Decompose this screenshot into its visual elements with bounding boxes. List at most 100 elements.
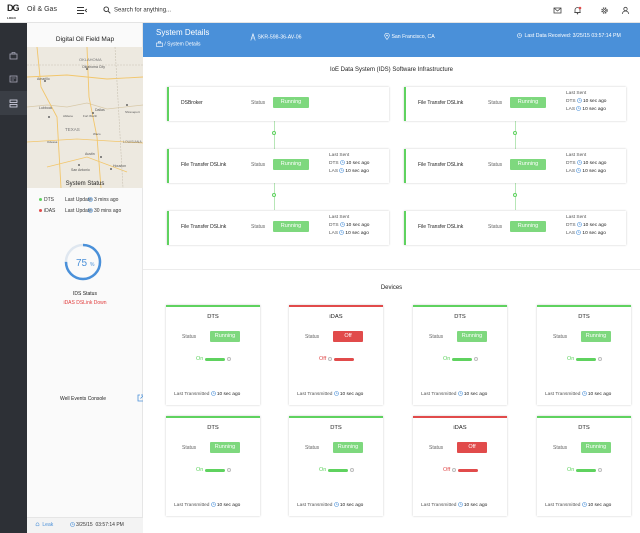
- status-label: Status: [488, 100, 503, 106]
- feed-time: 10 sec ago: [582, 107, 606, 112]
- power-toggle[interactable]: On: [196, 356, 232, 362]
- map-label: TEXAS: [65, 127, 80, 132]
- device-card[interactable]: DTS Status Running On Last Transmitted 10 se…: [289, 416, 383, 516]
- device-name: iDAS: [453, 425, 467, 431]
- last-transmitted-label: Last Transmitted: [297, 391, 333, 397]
- device-card[interactable]: DTS Status Running On Last Transmitted 10 se…: [537, 416, 631, 516]
- last-transmitted-label: Last Transmitted: [545, 502, 581, 508]
- user-profile-icon[interactable]: [621, 6, 630, 15]
- leak-indicator[interactable]: Leak: [35, 522, 53, 528]
- feed-name: LAS: [566, 169, 576, 174]
- app-logo[interactable]: DG LOGO: [7, 3, 19, 21]
- device-name: iDAS: [329, 314, 343, 320]
- bell-icon: [35, 522, 40, 527]
- system-status-title: System Status: [65, 181, 105, 187]
- last-transmitted-value: 10 sec ago: [216, 502, 241, 508]
- feed-time: 10 sec ago: [345, 231, 369, 236]
- last-received-value: 3/25/15 03:57:14 PM: [572, 33, 621, 39]
- power-toggle[interactable]: On: [567, 467, 603, 473]
- feed-name: LAS: [329, 231, 339, 236]
- search-icon: [103, 6, 111, 14]
- power-toggle[interactable]: On: [567, 356, 603, 362]
- connector-node: [272, 131, 276, 135]
- status-label: Status: [251, 100, 266, 106]
- left-panel: Digital Oil Field Map OKLAHOMA Oklahoma …: [27, 23, 145, 533]
- last-received-label: Last Data Received:: [524, 33, 572, 39]
- status-badge: Off: [333, 331, 363, 342]
- map-label: Fort Worth: [83, 114, 97, 118]
- ids-card-file-transfer[interactable]: File Transfer DSLink Status Running Last…: [404, 149, 626, 183]
- breadcrumb[interactable]: / System Details: [156, 41, 201, 47]
- ids-card-file-transfer[interactable]: File Transfer DSLink Status Running Last…: [404, 87, 626, 121]
- last-sent: Last Sent DTS 10 sec ago LAS 10 sec ago: [566, 152, 606, 176]
- clock-icon: [517, 33, 522, 38]
- status-label: Status: [305, 334, 320, 340]
- oil-field-map[interactable]: OKLAHOMA Oklahoma City Amarillo Lubbock …: [27, 47, 143, 188]
- last-transmitted-value: 10 sec ago: [587, 391, 612, 397]
- status-label: Status: [553, 334, 568, 340]
- side-nav: [0, 23, 27, 533]
- status-label: Status: [251, 224, 266, 230]
- status-badge: Running: [210, 331, 240, 342]
- left-footer: Leak 3/25/15 03:57:14 PM: [27, 517, 143, 533]
- status-value: 30 mins ago: [94, 208, 122, 214]
- top-bar: DG LOGO Oil & Gas Search for anything...: [0, 0, 640, 23]
- device-card[interactable]: DTS Status Running On Last Transmitted 10 se…: [166, 416, 260, 516]
- feed-time: 10 sec ago: [345, 161, 370, 166]
- last-transmitted-value: 10 sec ago: [463, 502, 488, 508]
- ids-card-file-transfer[interactable]: File Transfer DSLink Status Running Last…: [167, 211, 389, 245]
- toggle-label: On: [196, 356, 204, 362]
- status-label: Last Update: [65, 197, 92, 203]
- feed-time: 10 sec ago: [582, 99, 607, 104]
- nav-item-dashboard[interactable]: [0, 43, 27, 67]
- device-name: DTS: [578, 425, 590, 431]
- device-card[interactable]: DTS Status Running On Last Transmitted 10 se…: [413, 305, 507, 405]
- nav-item-reports[interactable]: [0, 67, 27, 91]
- ids-card-file-transfer[interactable]: File Transfer DSLink Status Running Last…: [167, 149, 389, 183]
- notification-bell-icon[interactable]: [573, 6, 582, 15]
- feed-name: DTS: [566, 99, 576, 104]
- mail-icon[interactable]: [553, 6, 562, 15]
- menu-collapse-icon[interactable]: [77, 7, 87, 14]
- status-badge: Running: [581, 442, 611, 453]
- power-toggle[interactable]: On: [196, 467, 232, 473]
- status-label: Status: [429, 445, 444, 451]
- toggle-label: Off: [319, 356, 327, 362]
- power-toggle[interactable]: Off: [443, 467, 479, 473]
- settings-gear-icon[interactable]: [600, 6, 609, 15]
- clock-icon: [576, 106, 582, 112]
- feed-name: LAS: [566, 231, 576, 236]
- search-bar[interactable]: Search for anything...: [103, 6, 171, 14]
- status-label: Status: [251, 162, 266, 168]
- device-card[interactable]: iDAS Status Off Off Last Transmitted 10 sec …: [289, 305, 383, 405]
- status-badge: Running: [333, 442, 363, 453]
- power-toggle[interactable]: Off: [319, 356, 355, 362]
- status-label: Status: [488, 162, 503, 168]
- device-card[interactable]: DTS Status Running On Last Transmitted 10 se…: [166, 305, 260, 405]
- ids-card-dsbroker[interactable]: DSBroker Status Running: [167, 87, 389, 121]
- status-badge: Running: [457, 331, 487, 342]
- asset-id-text: SKR-598-36-AV-06: [257, 34, 302, 41]
- last-transmitted: Last Transmitted 10 sec ago: [421, 502, 487, 508]
- clock-icon: [339, 230, 345, 236]
- status-row-idas: iDAS Last Update 30 mins ago: [39, 208, 121, 214]
- power-toggle[interactable]: On: [319, 467, 355, 473]
- ids-card-file-transfer[interactable]: File Transfer DSLink Status Running Last…: [404, 211, 626, 245]
- gauge-value: 75: [76, 258, 88, 269]
- toggle-track: [576, 468, 597, 472]
- device-card[interactable]: DTS Status Running On Last Transmitted 10 se…: [537, 305, 631, 405]
- clock-icon: [340, 160, 345, 166]
- nav-item-systems[interactable]: [0, 91, 27, 115]
- last-transmitted-label: Last Transmitted: [545, 391, 581, 397]
- last-transmitted-value: 10 sec ago: [463, 391, 488, 397]
- app-name: Oil & Gas: [27, 6, 57, 13]
- status-badge: Running: [273, 221, 309, 232]
- feed-time: 10 sec ago: [582, 231, 606, 236]
- power-toggle[interactable]: On: [443, 356, 479, 362]
- map-label: Dallas: [95, 108, 105, 112]
- toggle-label: Off: [443, 467, 451, 473]
- toggle-knob: [227, 468, 232, 472]
- asset-id: SKR-598-36-AV-06: [250, 33, 301, 41]
- last-transmitted-value: 10 sec ago: [339, 391, 364, 397]
- device-card[interactable]: iDAS Status Off Off Last Transmitted 10 sec …: [413, 416, 507, 516]
